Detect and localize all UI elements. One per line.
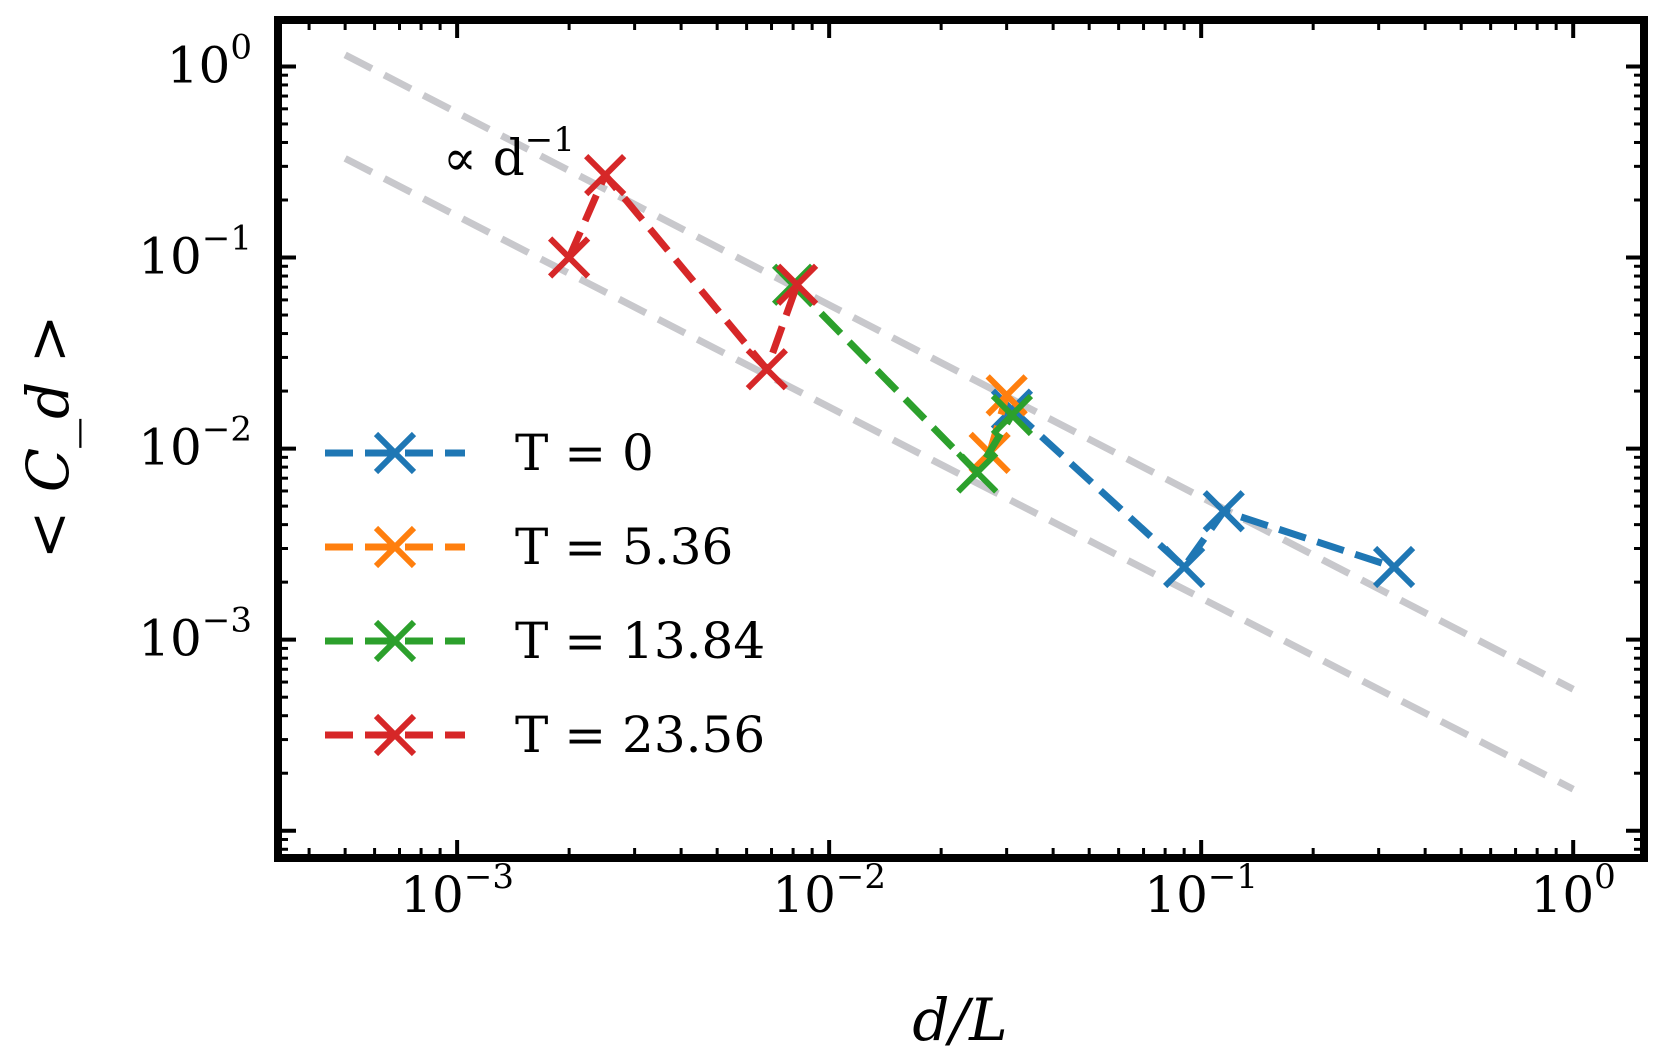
data-point bbox=[775, 263, 819, 306]
legend-label: T = 5.36 bbox=[515, 518, 733, 576]
data-point bbox=[547, 236, 591, 279]
x-tick-label: 10−2 bbox=[772, 857, 886, 924]
data-point bbox=[373, 713, 417, 757]
x-tick-label-base: 10 bbox=[1144, 866, 1208, 924]
reference-line bbox=[343, 155, 1575, 793]
legend-entry: T = 23.56 bbox=[325, 706, 765, 764]
x-tick-labels: 10−3 10−2 10−1 100 bbox=[400, 857, 1616, 924]
reference-lines bbox=[343, 51, 1575, 793]
x-tick-label: 10−3 bbox=[400, 857, 514, 924]
y-axis-title: < C_d > bbox=[14, 315, 82, 560]
y-tick-label-base: 10 bbox=[138, 610, 202, 668]
data-point bbox=[956, 451, 999, 494]
data-point bbox=[373, 525, 417, 569]
legend-label: T = 13.84 bbox=[515, 612, 765, 670]
reference-annotation-exp: −1 bbox=[525, 120, 575, 160]
y-tick-label-exp: −1 bbox=[202, 219, 252, 259]
plot-frame bbox=[274, 16, 1648, 862]
series-t-23-56 bbox=[547, 153, 819, 391]
x-tick-label-base: 10 bbox=[772, 866, 836, 924]
data-point bbox=[1202, 490, 1245, 533]
x-tick-label: 10−1 bbox=[1144, 857, 1258, 924]
reference-annotation: ∝ d−1 bbox=[443, 120, 575, 187]
reference-annotation-text: ∝ d bbox=[443, 129, 525, 187]
series-line bbox=[565, 171, 801, 373]
x-tick-label-base: 10 bbox=[400, 866, 464, 924]
x-tick-label-exp: −1 bbox=[1208, 857, 1258, 897]
y-tick-label-exp: −3 bbox=[202, 601, 252, 641]
y-tick-label: 10−1 bbox=[138, 219, 252, 286]
legend-label: T = 23.56 bbox=[515, 706, 765, 764]
reference-line bbox=[343, 51, 1575, 693]
y-tick-label-base: 10 bbox=[167, 36, 231, 94]
x-tick-label-exp: −3 bbox=[464, 857, 514, 897]
y-tick-label: 10−2 bbox=[138, 410, 252, 477]
data-point bbox=[584, 153, 627, 197]
legend: T = 0 T = 5.36 T = 13.84 T = 23.56 bbox=[325, 424, 765, 764]
data-point bbox=[990, 393, 1034, 437]
x-tick-label: 100 bbox=[1531, 857, 1616, 924]
legend-entry: T = 0 bbox=[325, 424, 654, 482]
data-series bbox=[547, 153, 1416, 589]
data-point bbox=[1163, 545, 1206, 589]
series-line bbox=[1009, 407, 1396, 571]
y-tick-label-exp: −2 bbox=[202, 410, 252, 450]
y-tick-label-base: 10 bbox=[138, 419, 202, 477]
data-point bbox=[1372, 545, 1416, 589]
legend-label: T = 0 bbox=[515, 424, 654, 482]
y-tick-label: 10−3 bbox=[138, 601, 252, 668]
x-tick-label-exp: −2 bbox=[836, 857, 886, 897]
series-t-0 bbox=[990, 388, 1416, 589]
x-tick-label-exp: 0 bbox=[1594, 857, 1616, 897]
legend-entry: T = 5.36 bbox=[325, 518, 733, 576]
x-axis-title: d/L bbox=[912, 986, 1007, 1054]
data-point bbox=[373, 619, 417, 663]
data-point bbox=[990, 388, 1034, 431]
y-tick-label: 100 bbox=[167, 27, 252, 94]
data-point bbox=[373, 431, 417, 475]
legend-entry: T = 13.84 bbox=[325, 612, 765, 670]
y-tick-label-exp: 0 bbox=[230, 27, 252, 67]
data-point bbox=[745, 348, 788, 391]
y-tick-label-base: 10 bbox=[138, 228, 202, 286]
x-tick-label-base: 10 bbox=[1531, 866, 1595, 924]
